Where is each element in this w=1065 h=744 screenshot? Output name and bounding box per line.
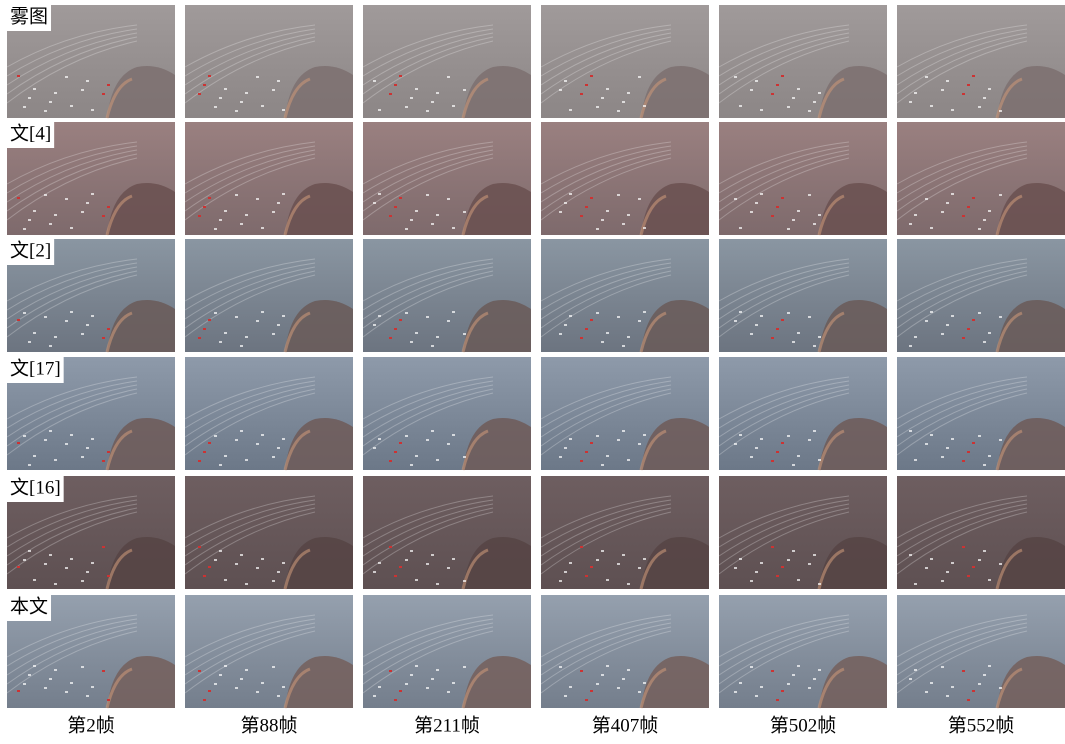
image-tile [541,357,709,470]
image-tile [897,595,1065,708]
column-label: 第502帧 [770,714,837,736]
image-tile [541,122,709,235]
image-tile [719,595,887,708]
column-label: 第2帧 [67,714,115,736]
image-tile [719,239,887,352]
image-tile [363,122,531,235]
image-tile [185,5,353,118]
column-label: 第552帧 [948,714,1015,736]
row-label: 文[2] [10,239,51,261]
image-tile [719,5,887,118]
image-tile [897,122,1065,235]
image-tile [541,239,709,352]
image-tile [719,122,887,235]
column-label: 第407帧 [592,714,659,736]
image-tile [897,476,1065,589]
row-label: 本文 [10,595,48,617]
image-tile [541,476,709,589]
image-tile [363,476,531,589]
image-tile [897,239,1065,352]
image-tile [363,357,531,470]
image-tile [185,239,353,352]
image-tile [719,476,887,589]
row-label: 雾图 [10,6,48,27]
image-tile [541,595,709,708]
image-tile [185,595,353,708]
row-label: 文[4] [10,122,51,144]
image-tile [897,5,1065,118]
image-tile [541,5,709,118]
image-tile [363,595,531,708]
image-tile [185,357,353,470]
column-label: 第88帧 [240,714,297,736]
image-tile [719,357,887,470]
image-tile [897,357,1065,470]
image-tile [363,5,531,118]
figure: 雾图文[4] 文[2] 文[17] 文[16] 本文第2帧 第88帧 第211帧 第407帧 第… [0,0,1065,744]
image-tile [185,476,353,589]
row-label: 文[17] [10,357,61,379]
row-label: 文[16] [10,476,61,498]
column-label: 第211帧 [414,714,480,736]
image-tile [185,122,353,235]
image-tile [363,239,531,352]
